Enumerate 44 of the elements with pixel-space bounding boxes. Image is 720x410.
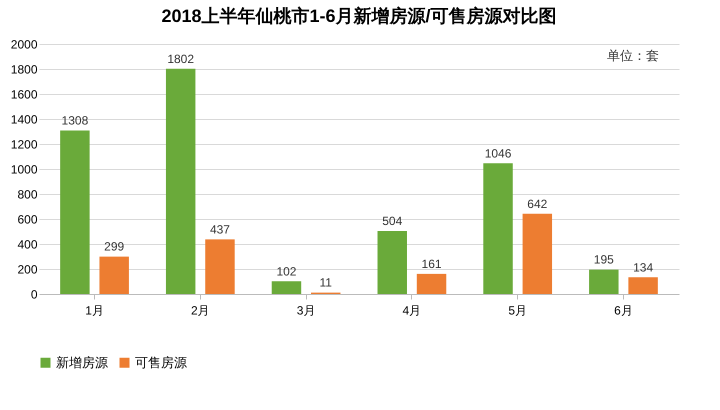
bar (166, 68, 196, 294)
y-tick-label: 1000 (10, 162, 38, 176)
y-tick-label: 1600 (10, 88, 38, 102)
data-label: 102 (276, 264, 297, 278)
x-tick-label: 4月 (402, 304, 422, 318)
bar (205, 239, 235, 294)
chart-title: 2018上半年仙桃市1-6月新增房源/可售房源对比图 (161, 6, 557, 26)
annotation: 单位：套 (607, 48, 659, 63)
y-tick-label: 1200 (10, 138, 38, 152)
bar (483, 163, 513, 294)
data-label: 1802 (167, 52, 194, 66)
x-tick-label: 1月 (85, 304, 104, 318)
x-tick-label: 3月 (296, 304, 316, 318)
data-label: 195 (594, 252, 614, 267)
y-tick-label: 1400 (10, 112, 38, 126)
x-tick-label: 6月 (614, 304, 633, 318)
bar (99, 256, 129, 294)
data-label: 437 (210, 222, 230, 236)
y-tick-label: 2000 (10, 38, 38, 52)
x-tick-label: 2月 (190, 304, 210, 318)
bar (628, 277, 658, 294)
data-label: 161 (422, 256, 442, 271)
data-label: 1046 (484, 146, 512, 160)
bar (60, 130, 90, 294)
y-tick-label: 800 (17, 188, 38, 202)
legend-label: 新增房源 (56, 354, 108, 370)
data-label: 1308 (62, 114, 89, 128)
data-label: 11 (320, 276, 332, 290)
data-label: 134 (633, 260, 654, 274)
y-tick-label: 400 (17, 238, 38, 252)
y-tick-label: 1800 (10, 62, 38, 76)
bar (589, 270, 619, 294)
bar (416, 274, 446, 294)
bar (522, 214, 552, 294)
y-tick-label: 0 (30, 288, 38, 302)
data-label: 504 (382, 214, 403, 228)
bar (378, 231, 407, 294)
y-tick-label: 200 (17, 262, 38, 276)
x-tick-label: 5月 (508, 304, 528, 318)
y-tick-label: 600 (17, 212, 38, 226)
legend-label: 可售房源 (135, 354, 187, 370)
bar (272, 281, 302, 294)
data-label: 642 (527, 196, 548, 211)
data-label: 299 (104, 240, 125, 254)
